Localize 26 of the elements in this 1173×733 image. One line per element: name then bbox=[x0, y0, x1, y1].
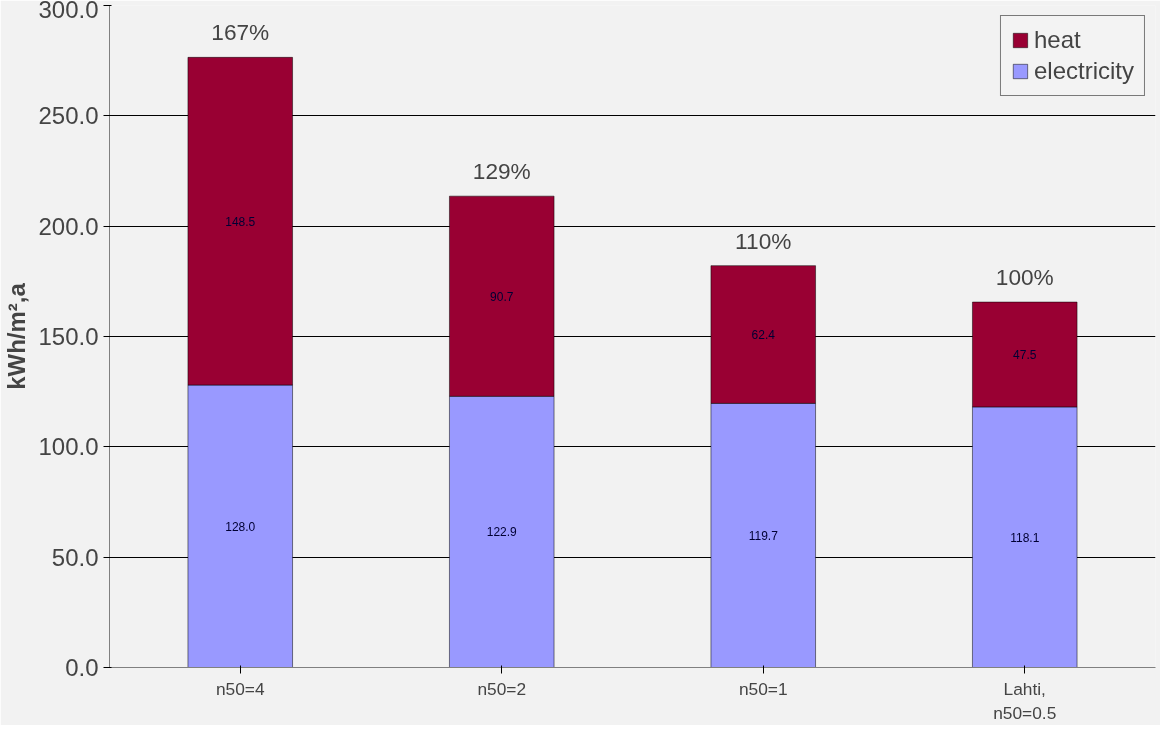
y-axis-title: kWh/m²,a bbox=[3, 282, 31, 390]
data-label: 128.0 bbox=[225, 519, 256, 534]
y-tick-label: 100.0 bbox=[38, 433, 99, 461]
y-tick-label: 300.0 bbox=[38, 0, 99, 23]
data-label: 47.5 bbox=[1013, 347, 1037, 362]
data-label: 119.7 bbox=[748, 528, 779, 543]
y-tick-label: 0.0 bbox=[65, 654, 99, 681]
y-tick-label: 150.0 bbox=[38, 323, 99, 350]
data-label: 62.4 bbox=[751, 328, 776, 343]
annotation: 110% bbox=[735, 227, 792, 254]
data-label: 118.1 bbox=[1010, 530, 1040, 545]
legend-label: heat bbox=[1033, 26, 1081, 54]
x-tick-label: n50=1 bbox=[738, 678, 788, 699]
annotation: 167% bbox=[211, 19, 270, 46]
y-tick-label: 50.0 bbox=[51, 543, 99, 571]
legend-label: electricity bbox=[1033, 57, 1134, 85]
data-label: 122.9 bbox=[486, 525, 518, 540]
x-tick-label: n50=2 bbox=[477, 678, 527, 699]
x-tick-label: n50=4 bbox=[215, 678, 265, 699]
data-label: 90.7 bbox=[490, 289, 514, 304]
annotation: 129% bbox=[472, 158, 531, 185]
x-tick-label: Lahti, n50=0.5 bbox=[993, 678, 1057, 723]
annotation: 100% bbox=[995, 264, 1054, 291]
y-tick-label: 200.0 bbox=[38, 212, 99, 240]
y-tick-label: 250.0 bbox=[38, 102, 99, 130]
data-label: 148.5 bbox=[225, 214, 256, 229]
